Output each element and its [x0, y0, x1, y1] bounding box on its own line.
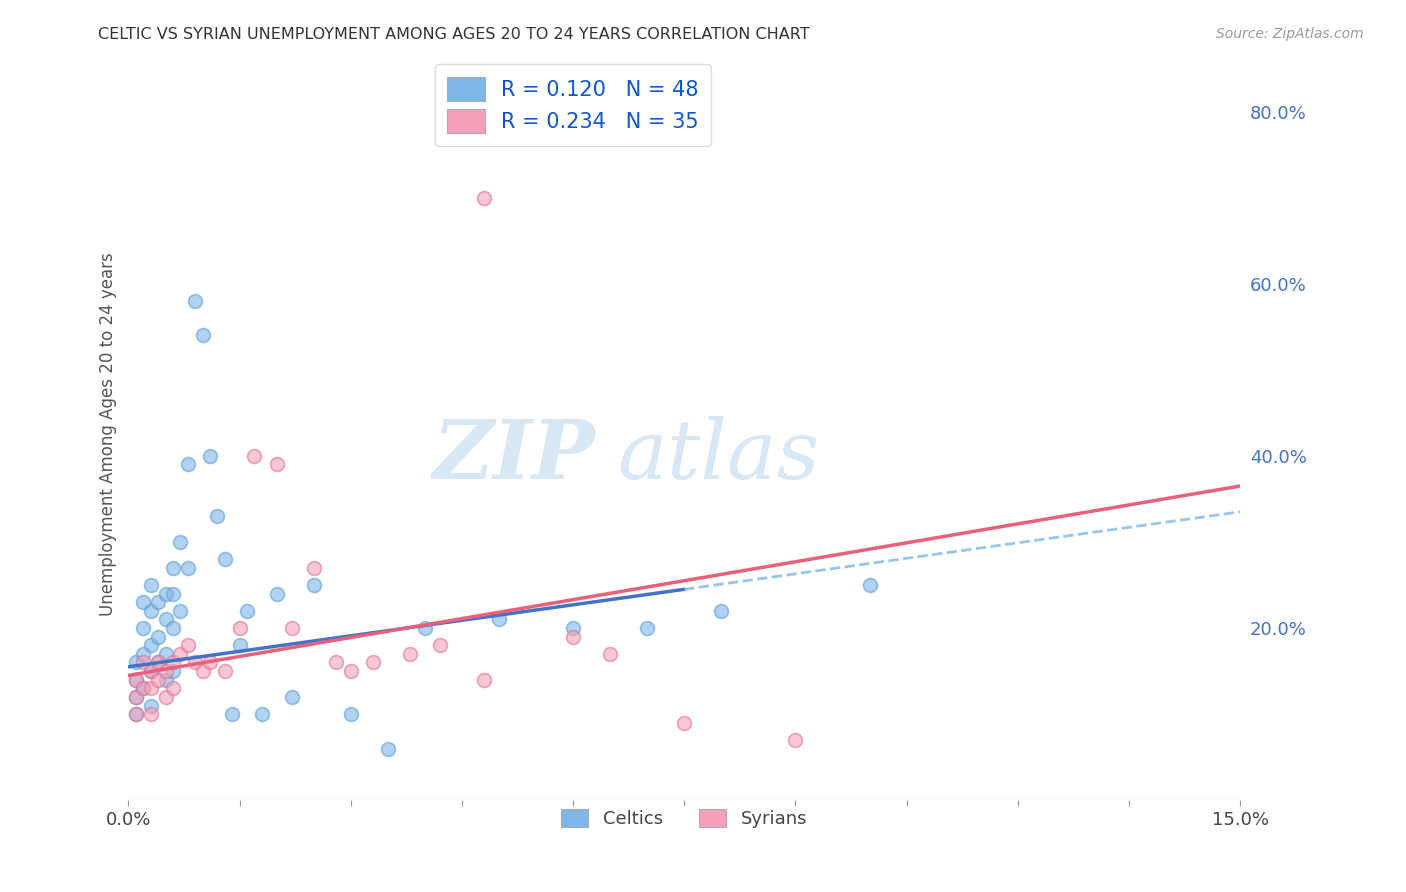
Point: [169, 604, 191, 618]
Point: [132, 595, 155, 609]
Point: [139, 664, 162, 678]
Point: [243, 449, 266, 463]
Point: [361, 656, 384, 670]
Point: [155, 647, 177, 661]
Point: [472, 673, 495, 687]
Point: [139, 681, 162, 696]
Point: [429, 638, 451, 652]
Point: [785, 733, 807, 747]
Point: [162, 586, 184, 600]
Point: [169, 647, 191, 661]
Point: [155, 690, 177, 704]
Point: [198, 449, 221, 463]
Point: [228, 621, 250, 635]
Point: [125, 707, 148, 722]
Point: [162, 656, 184, 670]
Point: [155, 612, 177, 626]
Point: [673, 715, 696, 730]
Point: [236, 604, 259, 618]
Point: [132, 681, 155, 696]
Point: [472, 191, 495, 205]
Point: [413, 621, 436, 635]
Y-axis label: Unemployment Among Ages 20 to 24 years: Unemployment Among Ages 20 to 24 years: [100, 252, 117, 616]
Point: [139, 664, 162, 678]
Point: [280, 621, 302, 635]
Point: [339, 707, 361, 722]
Point: [221, 707, 243, 722]
Point: [339, 664, 361, 678]
Point: [191, 664, 214, 678]
Point: [125, 673, 148, 687]
Point: [146, 673, 169, 687]
Point: [162, 681, 184, 696]
Point: [132, 681, 155, 696]
Text: CELTIC VS SYRIAN UNEMPLOYMENT AMONG AGES 20 TO 24 YEARS CORRELATION CHART: CELTIC VS SYRIAN UNEMPLOYMENT AMONG AGES…: [98, 27, 810, 42]
Point: [139, 638, 162, 652]
Point: [139, 578, 162, 592]
Point: [132, 621, 155, 635]
Point: [599, 647, 621, 661]
Point: [636, 621, 658, 635]
Point: [146, 595, 169, 609]
Point: [191, 328, 214, 343]
Point: [139, 604, 162, 618]
Point: [177, 638, 200, 652]
Point: [266, 458, 288, 472]
Text: atlas: atlas: [617, 417, 820, 496]
Point: [184, 656, 207, 670]
Point: [125, 690, 148, 704]
Point: [302, 561, 325, 575]
Point: [377, 741, 399, 756]
Point: [250, 707, 273, 722]
Point: [132, 656, 155, 670]
Point: [125, 673, 148, 687]
Point: [302, 578, 325, 592]
Point: [562, 630, 585, 644]
Text: ZIP: ZIP: [433, 417, 595, 496]
Point: [710, 604, 733, 618]
Point: [155, 586, 177, 600]
Point: [132, 647, 155, 661]
Text: Source: ZipAtlas.com: Source: ZipAtlas.com: [1216, 27, 1364, 41]
Point: [146, 656, 169, 670]
Point: [198, 656, 221, 670]
Point: [125, 656, 148, 670]
Point: [169, 535, 191, 549]
Point: [562, 621, 585, 635]
Point: [207, 509, 229, 524]
Point: [146, 630, 169, 644]
Point: [162, 621, 184, 635]
Point: [214, 552, 236, 566]
Point: [488, 612, 510, 626]
Point: [125, 690, 148, 704]
Point: [125, 707, 148, 722]
Point: [266, 586, 288, 600]
Point: [280, 690, 302, 704]
Point: [858, 578, 880, 592]
Point: [139, 707, 162, 722]
Point: [177, 561, 200, 575]
Point: [139, 698, 162, 713]
Point: [155, 664, 177, 678]
Point: [228, 638, 250, 652]
Legend: Celtics, Syrians: Celtics, Syrians: [554, 801, 814, 835]
Point: [184, 293, 207, 308]
Point: [155, 673, 177, 687]
Point: [162, 664, 184, 678]
Point: [146, 656, 169, 670]
Point: [399, 647, 422, 661]
Point: [214, 664, 236, 678]
Point: [162, 561, 184, 575]
Point: [177, 458, 200, 472]
Point: [325, 656, 347, 670]
